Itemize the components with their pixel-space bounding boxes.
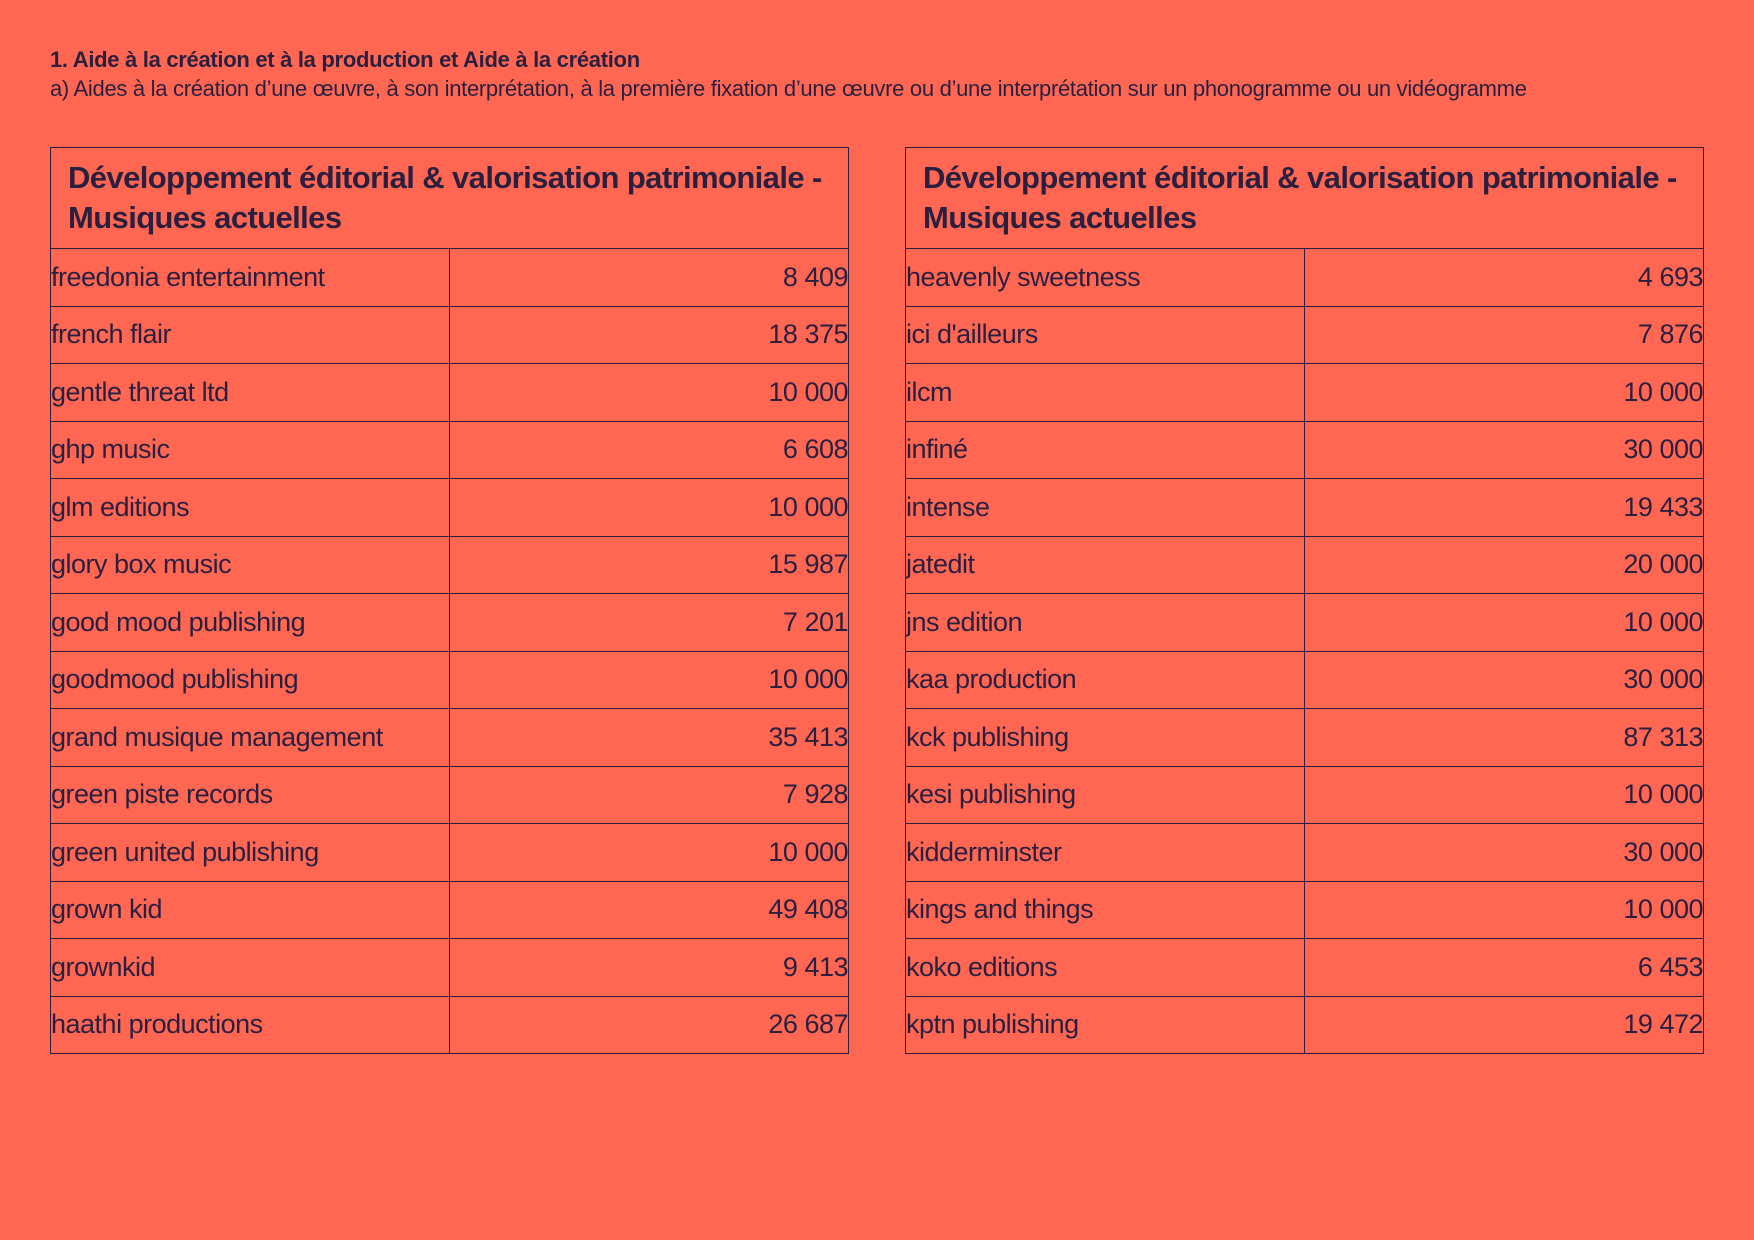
grant-amount: 30 000 (1304, 420, 1704, 479)
table-row: green piste records 7 928 (50, 765, 849, 824)
grant-amount: 10 000 (1304, 765, 1704, 824)
grant-amount: 87 313 (1304, 708, 1704, 767)
table-row: freedonia entertainment 8 409 (50, 248, 849, 307)
table-row: glm editions 10 000 (50, 478, 849, 537)
grant-amount: 7 928 (449, 765, 849, 824)
grant-amount: 30 000 (1304, 823, 1704, 882)
table-row: good mood publishing 7 201 (50, 593, 849, 652)
recipient-name: glm editions (50, 478, 450, 537)
table-row: kck publishing 87 313 (905, 708, 1704, 767)
table-row: haathi productions 26 687 (50, 995, 849, 1054)
recipient-name: kesi publishing (905, 765, 1305, 824)
table-row: goodmood publishing 10 000 (50, 650, 849, 709)
recipient-name: good mood publishing (50, 593, 450, 652)
table-row: ici d'ailleurs 7 876 (905, 305, 1704, 364)
grant-amount: 4 693 (1304, 248, 1704, 307)
grant-amount: 20 000 (1304, 535, 1704, 594)
grant-amount: 10 000 (1304, 593, 1704, 652)
recipient-name: haathi productions (50, 995, 450, 1054)
table-row: grand musique management 35 413 (50, 708, 849, 767)
grant-amount: 7 876 (1304, 305, 1704, 364)
table-row: infiné 30 000 (905, 420, 1704, 479)
recipient-name: french flair (50, 305, 450, 364)
table-header: Développement éditorial & valorisation p… (905, 147, 1704, 249)
recipient-name: kck publishing (905, 708, 1305, 767)
recipient-name: grownkid (50, 938, 450, 997)
recipient-name: kings and things (905, 880, 1305, 939)
table-row: kidderminster 30 000 (905, 823, 1704, 882)
grant-amount: 19 472 (1304, 995, 1704, 1054)
recipient-name: green united publishing (50, 823, 450, 882)
recipient-name: kidderminster (905, 823, 1305, 882)
recipient-name: ici d'ailleurs (905, 305, 1305, 364)
left-grant-table: Développement éditorial & valorisation p… (50, 147, 849, 1054)
grant-amount: 7 201 (449, 593, 849, 652)
grant-amount: 10 000 (1304, 880, 1704, 939)
table-row: jatedit 20 000 (905, 535, 1704, 594)
table-row: ghp music 6 608 (50, 420, 849, 479)
table-row: heavenly sweetness 4 693 (905, 248, 1704, 307)
table-row: kings and things 10 000 (905, 880, 1704, 939)
grant-amount: 15 987 (449, 535, 849, 594)
table-row: ilcm 10 000 (905, 363, 1704, 422)
table-row: kesi publishing 10 000 (905, 765, 1704, 824)
recipient-name: grown kid (50, 880, 450, 939)
grant-amount: 6 453 (1304, 938, 1704, 997)
grant-amount: 35 413 (449, 708, 849, 767)
section-title: 1. Aide à la création et à la production… (50, 47, 640, 72)
table-row: grown kid 49 408 (50, 880, 849, 939)
table-header: Développement éditorial & valorisation p… (50, 147, 849, 249)
table-row: french flair 18 375 (50, 305, 849, 364)
table-row: gentle threat ltd 10 000 (50, 363, 849, 422)
grant-amount: 30 000 (1304, 650, 1704, 709)
recipient-name: grand musique management (50, 708, 450, 767)
table-row: glory box music 15 987 (50, 535, 849, 594)
grant-amount: 10 000 (1304, 363, 1704, 422)
recipient-name: gentle threat ltd (50, 363, 450, 422)
table-row: koko editions 6 453 (905, 938, 1704, 997)
grant-amount: 18 375 (449, 305, 849, 364)
recipient-name: freedonia entertainment (50, 248, 450, 307)
grant-amount: 6 608 (449, 420, 849, 479)
grant-amount: 49 408 (449, 880, 849, 939)
recipient-name: green piste records (50, 765, 450, 824)
table-row: grownkid 9 413 (50, 938, 849, 997)
section-heading: 1. Aide à la création et à la production… (50, 46, 1710, 104)
table-row: jns edition 10 000 (905, 593, 1704, 652)
grant-amount: 10 000 (449, 478, 849, 537)
recipient-name: ilcm (905, 363, 1305, 422)
grant-amount: 8 409 (449, 248, 849, 307)
grant-amount: 10 000 (449, 363, 849, 422)
table-row: green united publishing 10 000 (50, 823, 849, 882)
recipient-name: heavenly sweetness (905, 248, 1305, 307)
table-row: kptn publishing 19 472 (905, 995, 1704, 1054)
recipient-name: glory box music (50, 535, 450, 594)
recipient-name: jatedit (905, 535, 1305, 594)
recipient-name: kaa production (905, 650, 1305, 709)
grant-amount: 10 000 (449, 650, 849, 709)
grant-amount: 10 000 (449, 823, 849, 882)
recipient-name: jns edition (905, 593, 1305, 652)
table-row: kaa production 30 000 (905, 650, 1704, 709)
recipient-name: intense (905, 478, 1305, 537)
recipient-name: kptn publishing (905, 995, 1305, 1054)
grant-amount: 26 687 (449, 995, 849, 1054)
table-row: intense 19 433 (905, 478, 1704, 537)
recipient-name: ghp music (50, 420, 450, 479)
right-grant-table: Développement éditorial & valorisation p… (905, 147, 1704, 1054)
recipient-name: koko editions (905, 938, 1305, 997)
grant-amount: 9 413 (449, 938, 849, 997)
section-subtitle: a) Aides à la création d’une œuvre, à so… (50, 76, 1527, 101)
recipient-name: goodmood publishing (50, 650, 450, 709)
grant-amount: 19 433 (1304, 478, 1704, 537)
recipient-name: infiné (905, 420, 1305, 479)
